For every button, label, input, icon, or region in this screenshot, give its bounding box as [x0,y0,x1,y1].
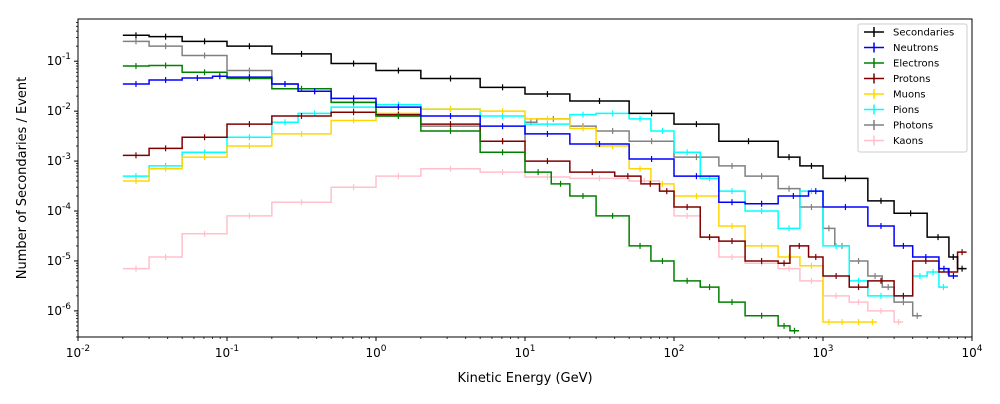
x-tick-label: 104 [961,344,982,360]
legend-label: Kaons [893,136,923,147]
legend-entry-photons: Photons [864,120,933,132]
legend-entry-pions: Pions [864,104,919,116]
legend-label: Protons [893,74,930,85]
legend-label: Pions [893,105,919,116]
legend-frame [857,23,968,153]
legend-entry-kaons: Kaons [864,135,923,147]
legend-label: Neutrons [893,43,938,54]
legend-entry-electrons: Electrons [864,58,939,70]
legend-label: Muons [893,90,926,101]
series-pions [122,101,948,299]
series-line [122,34,967,270]
series-secondaries [122,32,967,272]
y-tick-label: 10-4 [47,202,72,218]
legend-label: Secondaries [893,28,954,39]
series-photons [122,38,922,319]
legend-label: Electrons [893,59,939,70]
series-line [122,168,904,323]
x-tick-label: 100 [365,344,386,360]
x-tick-label: 10-1 [215,344,239,360]
series-line [122,64,799,332]
y-tick-label: 10-3 [47,152,71,168]
y-axis-label: Number of Secondaries / Event [15,77,30,279]
legend-entry-protons: Protons [864,73,930,85]
y-ticks: 10-6 10-5 10-4 10-3 10-2 10-1 [47,21,78,338]
series-neutrons [122,73,958,279]
x-tick-label: 10-2 [66,344,90,360]
y-tick-label: 10-5 [47,252,71,268]
y-tick-label: 10-2 [47,102,71,118]
legend: Secondaries Neutrons Electrons Protons Muons… [857,23,968,153]
x-tick-label: 102 [663,344,684,360]
x-tick-label: 103 [812,344,833,360]
x-axis-label: Kinetic Energy (GeV) [457,371,592,386]
series-line [122,111,967,297]
series-kaons [122,165,904,325]
y-tick-label: 10-1 [47,52,71,68]
x-tick-label: 101 [514,344,535,360]
legend-entry-neutrons: Neutrons [864,42,938,54]
y-tick-label: 10-6 [47,302,72,318]
x-ticks: 10-2 10-1 100 101 102 103 104 [66,337,983,360]
series-line [122,40,922,317]
series-muons [122,106,877,325]
series-layer [122,32,967,334]
legend-entry-muons: Muons [864,89,926,101]
series-electrons [122,62,799,334]
series-line [122,108,877,323]
legend-label: Photons [893,121,933,132]
legend-entry-secondaries: Secondaries [864,27,954,39]
